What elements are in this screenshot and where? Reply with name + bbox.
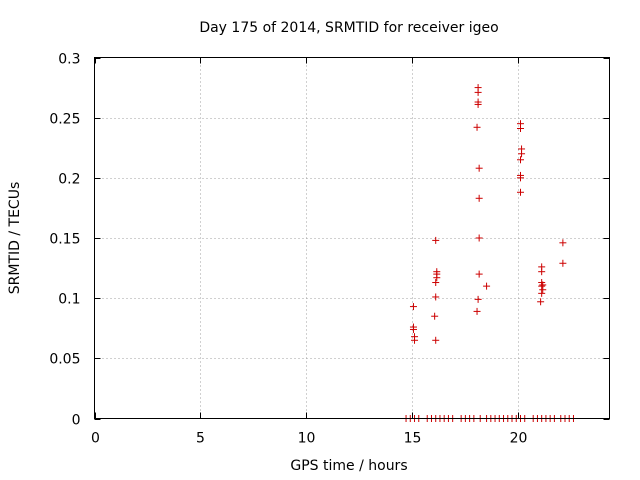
data-point — [516, 156, 524, 164]
y-tick-label: 0.2 — [58, 172, 80, 188]
data-point — [433, 274, 441, 282]
y-tick-label: 0.15 — [49, 232, 80, 248]
data-point — [559, 259, 567, 267]
data-point — [475, 270, 483, 278]
data-point — [474, 100, 482, 108]
y-axis-label: SRMTID / TECUs — [7, 182, 23, 295]
x-tick-label: 10 — [298, 431, 316, 447]
data-point — [539, 286, 547, 294]
chart-title: Day 175 of 2014, SRMTID for receiver ige… — [199, 20, 498, 36]
data-point — [411, 336, 419, 344]
x-axis-label: GPS time / hours — [290, 458, 407, 474]
data-point — [409, 303, 417, 311]
data-point — [538, 289, 546, 297]
data-point — [475, 164, 483, 172]
data-point — [432, 279, 440, 287]
x-tick-label: 5 — [196, 431, 205, 447]
data-point — [432, 293, 440, 301]
y-tick-label: 0.1 — [58, 292, 80, 308]
data-point — [475, 234, 483, 242]
data-point — [432, 336, 440, 344]
data-point — [475, 194, 483, 202]
data-point — [473, 307, 481, 315]
data-point — [483, 282, 491, 290]
data-point — [538, 282, 546, 290]
y-tick-label: 0 — [72, 413, 81, 429]
data-point — [538, 268, 546, 276]
x-tick-label: 20 — [510, 431, 528, 447]
data-point — [474, 295, 482, 303]
data-point — [432, 236, 440, 244]
x-tick-label: 0 — [91, 431, 100, 447]
plot-frame — [94, 57, 610, 419]
data-point — [518, 150, 526, 158]
data-point — [559, 239, 567, 247]
y-tick-label: 0.3 — [58, 52, 80, 68]
data-point — [516, 174, 524, 182]
data-point — [409, 325, 417, 333]
data-points — [402, 84, 577, 422]
data-point — [537, 298, 545, 306]
data-point — [473, 123, 481, 131]
axis-ticks: 0 5 10 15 20 0 0.05 0.1 0.15 0.2 0.25 0.3 — [49, 52, 610, 447]
x-tick-label: 15 — [404, 431, 422, 447]
grid-lines — [94, 57, 610, 419]
data-point — [474, 88, 482, 96]
data-point — [516, 124, 524, 132]
data-point — [431, 312, 439, 320]
y-tick-label: 0.05 — [49, 352, 80, 368]
y-tick-label: 0.25 — [49, 112, 80, 128]
data-point — [516, 188, 524, 196]
